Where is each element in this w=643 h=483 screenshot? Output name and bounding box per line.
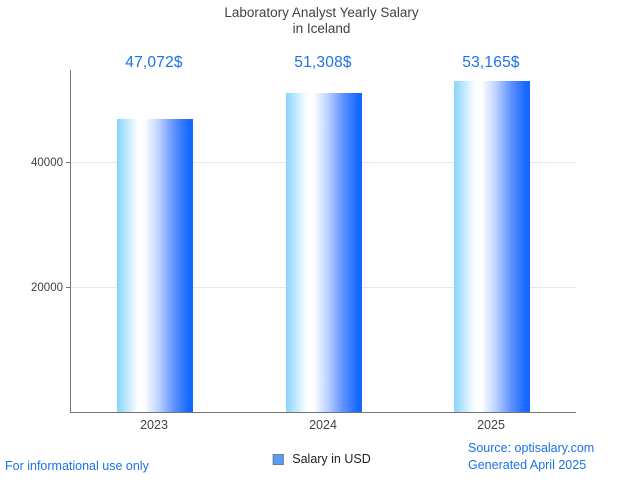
chart-subtitle: in Iceland [292,21,351,36]
bar-2025[interactable] [454,81,530,412]
x-axis-label-2023: 2023 [140,418,168,432]
value-label-2023: 47,072$ [125,54,183,71]
disclaimer-text: For informational use only [5,459,149,473]
y-tick-mark [66,287,70,288]
chart-title: Laboratory Analyst Yearly Salary [224,5,419,20]
x-axis-label-2025: 2025 [477,418,505,432]
source-block: Source: optisalary.com Generated April 2… [468,440,594,474]
value-label-2025: 53,165$ [462,54,520,71]
y-tick-label: 20000 [31,282,63,294]
y-tick-mark [66,162,70,163]
y-tick-label: 40000 [31,157,63,169]
legend[interactable]: Salary in USD [272,452,371,466]
legend-label: Salary in USD [292,452,371,466]
value-label-2024: 51,308$ [294,54,352,71]
legend-marker-icon [272,453,284,465]
source-text: Source: optisalary.com [468,441,595,455]
generated-text: Generated April 2025 [468,458,587,472]
bar-2023[interactable] [117,119,193,412]
bar-2024[interactable] [286,93,362,412]
chart-title-block: Laboratory Analyst Yearly Salary in Icel… [0,5,643,37]
plot-area: 20000 40000 [31,70,576,413]
x-axis-label-2024: 2024 [309,418,337,432]
